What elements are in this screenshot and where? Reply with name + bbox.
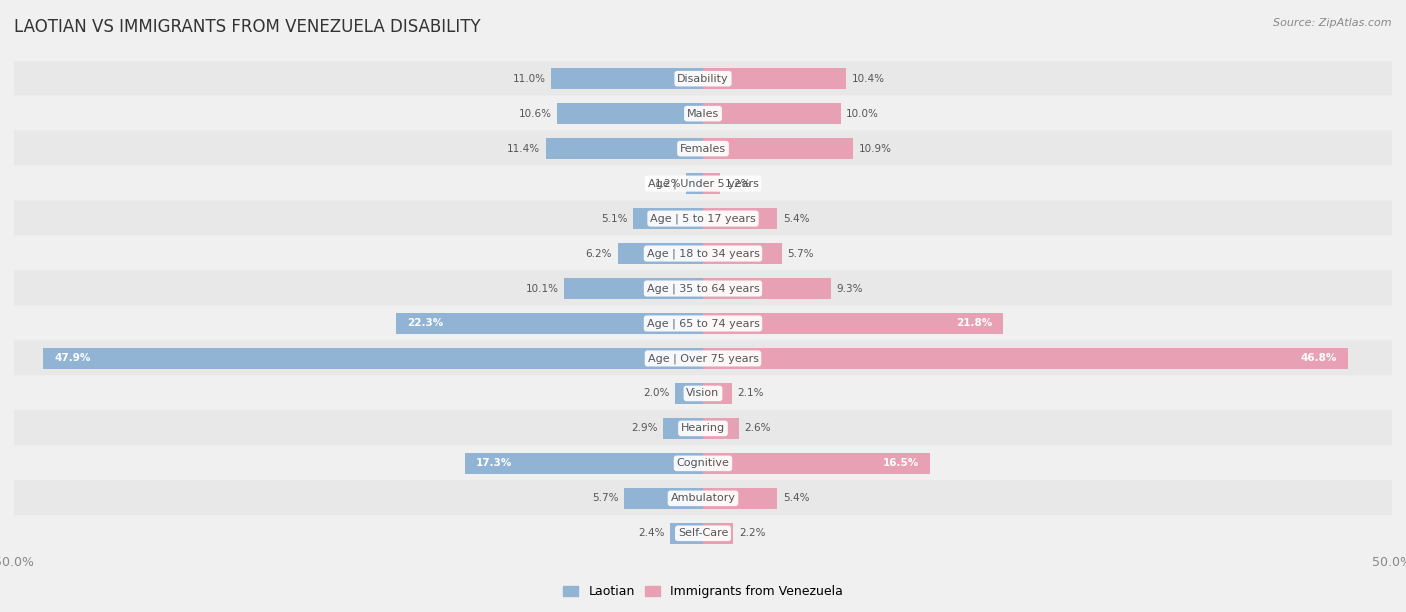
FancyBboxPatch shape bbox=[14, 95, 1392, 132]
Text: 2.4%: 2.4% bbox=[638, 528, 665, 539]
Text: 10.9%: 10.9% bbox=[859, 144, 891, 154]
Text: Females: Females bbox=[681, 144, 725, 154]
Bar bbox=[703, 173, 720, 194]
Bar bbox=[675, 383, 703, 404]
Bar bbox=[703, 103, 841, 124]
Text: 10.1%: 10.1% bbox=[526, 283, 558, 294]
Bar bbox=[617, 243, 703, 264]
FancyBboxPatch shape bbox=[14, 200, 1392, 237]
Text: 6.2%: 6.2% bbox=[585, 248, 612, 258]
Bar bbox=[703, 383, 733, 404]
FancyBboxPatch shape bbox=[14, 165, 1392, 202]
Text: Age | 5 to 17 years: Age | 5 to 17 years bbox=[650, 214, 756, 224]
FancyBboxPatch shape bbox=[14, 445, 1392, 482]
Bar bbox=[624, 488, 703, 509]
Text: 5.4%: 5.4% bbox=[783, 214, 810, 223]
Text: 5.1%: 5.1% bbox=[600, 214, 627, 223]
Bar bbox=[703, 348, 1348, 369]
Text: 5.7%: 5.7% bbox=[592, 493, 619, 503]
Bar bbox=[669, 523, 703, 544]
Text: 10.0%: 10.0% bbox=[846, 109, 879, 119]
Text: 16.5%: 16.5% bbox=[883, 458, 920, 468]
Text: 46.8%: 46.8% bbox=[1301, 354, 1337, 364]
FancyBboxPatch shape bbox=[14, 305, 1392, 341]
Text: Cognitive: Cognitive bbox=[676, 458, 730, 468]
Text: Source: ZipAtlas.com: Source: ZipAtlas.com bbox=[1274, 18, 1392, 28]
Text: Age | Under 5 years: Age | Under 5 years bbox=[648, 178, 758, 189]
Text: 2.1%: 2.1% bbox=[738, 389, 763, 398]
Bar bbox=[703, 418, 738, 439]
FancyBboxPatch shape bbox=[14, 410, 1392, 447]
Bar bbox=[546, 138, 703, 159]
Text: Ambulatory: Ambulatory bbox=[671, 493, 735, 503]
Text: 2.0%: 2.0% bbox=[644, 389, 669, 398]
Text: LAOTIAN VS IMMIGRANTS FROM VENEZUELA DISABILITY: LAOTIAN VS IMMIGRANTS FROM VENEZUELA DIS… bbox=[14, 18, 481, 36]
Text: 2.2%: 2.2% bbox=[738, 528, 765, 539]
Text: 5.4%: 5.4% bbox=[783, 493, 810, 503]
Bar bbox=[703, 208, 778, 229]
Bar bbox=[564, 278, 703, 299]
Text: Age | 35 to 64 years: Age | 35 to 64 years bbox=[647, 283, 759, 294]
Text: 11.0%: 11.0% bbox=[513, 73, 546, 84]
Bar bbox=[44, 348, 703, 369]
FancyBboxPatch shape bbox=[14, 61, 1392, 97]
FancyBboxPatch shape bbox=[14, 130, 1392, 167]
Legend: Laotian, Immigrants from Venezuela: Laotian, Immigrants from Venezuela bbox=[558, 580, 848, 603]
Text: 10.6%: 10.6% bbox=[519, 109, 551, 119]
FancyBboxPatch shape bbox=[14, 271, 1392, 307]
Bar bbox=[464, 453, 703, 474]
Text: Age | 65 to 74 years: Age | 65 to 74 years bbox=[647, 318, 759, 329]
FancyBboxPatch shape bbox=[14, 236, 1392, 272]
Text: Self-Care: Self-Care bbox=[678, 528, 728, 539]
FancyBboxPatch shape bbox=[14, 515, 1392, 551]
Text: Disability: Disability bbox=[678, 73, 728, 84]
Text: 2.6%: 2.6% bbox=[744, 424, 770, 433]
Bar bbox=[395, 313, 703, 334]
Text: Age | 18 to 34 years: Age | 18 to 34 years bbox=[647, 248, 759, 259]
Text: 22.3%: 22.3% bbox=[406, 318, 443, 329]
FancyBboxPatch shape bbox=[14, 375, 1392, 412]
Bar bbox=[703, 313, 1004, 334]
Text: Hearing: Hearing bbox=[681, 424, 725, 433]
Bar bbox=[703, 138, 853, 159]
Bar bbox=[557, 103, 703, 124]
Bar bbox=[664, 418, 703, 439]
Text: 2.9%: 2.9% bbox=[631, 424, 658, 433]
FancyBboxPatch shape bbox=[14, 480, 1392, 517]
Bar bbox=[703, 488, 778, 509]
Text: 5.7%: 5.7% bbox=[787, 248, 814, 258]
FancyBboxPatch shape bbox=[14, 340, 1392, 376]
Text: Age | Over 75 years: Age | Over 75 years bbox=[648, 353, 758, 364]
Bar bbox=[686, 173, 703, 194]
Text: Vision: Vision bbox=[686, 389, 720, 398]
Text: 10.4%: 10.4% bbox=[852, 73, 884, 84]
Text: 17.3%: 17.3% bbox=[475, 458, 512, 468]
Bar bbox=[703, 243, 782, 264]
Text: Males: Males bbox=[688, 109, 718, 119]
Bar bbox=[703, 523, 734, 544]
Bar bbox=[633, 208, 703, 229]
Bar bbox=[703, 278, 831, 299]
Text: 1.2%: 1.2% bbox=[654, 179, 681, 188]
Bar bbox=[551, 68, 703, 89]
Text: 21.8%: 21.8% bbox=[956, 318, 993, 329]
Text: 47.9%: 47.9% bbox=[53, 354, 90, 364]
Text: 1.2%: 1.2% bbox=[725, 179, 752, 188]
Text: 11.4%: 11.4% bbox=[508, 144, 540, 154]
Text: 9.3%: 9.3% bbox=[837, 283, 863, 294]
Bar bbox=[703, 68, 846, 89]
Bar bbox=[703, 453, 931, 474]
